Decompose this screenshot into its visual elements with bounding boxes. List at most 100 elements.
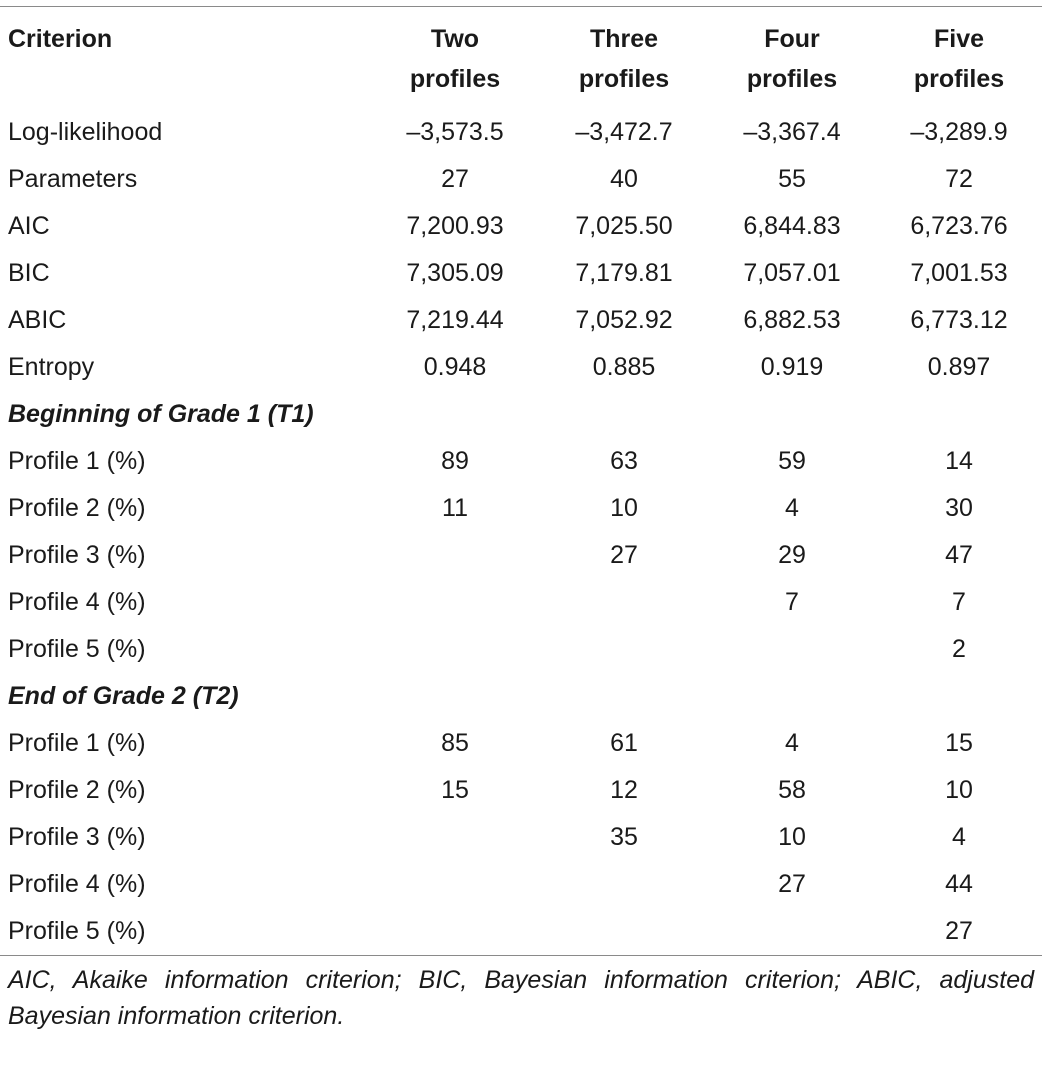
cell-value: 27 — [778, 870, 806, 898]
cell-value: 11 — [442, 494, 468, 522]
section-header-t2: End of Grade 2 (T2) — [0, 673, 1042, 720]
table-row: AIC 7,200.93 7,025.50 6,844.83 6,723.76 — [0, 203, 1042, 250]
cell-value: 7,200.93 — [406, 212, 504, 240]
cell-value: 4 — [952, 823, 966, 851]
cell-value: 6,882.53 — [743, 306, 841, 334]
cell-value: 72 — [945, 165, 973, 193]
cell-value: 27 — [441, 165, 469, 193]
section-title: Beginning of Grade 1 (T1) — [8, 400, 314, 428]
cell-value — [708, 908, 876, 955]
table-row: Parameters 27 40 55 72 — [0, 156, 1042, 203]
cell-value: 55 — [778, 165, 806, 193]
cell-value: 85 — [441, 729, 469, 757]
cell-value: 29 — [778, 541, 806, 569]
cell-value: 6,844.83 — [743, 212, 841, 240]
cell-value: 7,025.50 — [575, 212, 673, 240]
row-label: Profile 5 (%) — [8, 635, 146, 663]
cell-value: –3,367.4 — [743, 118, 841, 146]
row-label: Profile 1 (%) — [8, 729, 146, 757]
row-label: Profile 2 (%) — [8, 776, 146, 804]
cell-value: 59 — [778, 447, 806, 475]
cell-value: 7,305.09 — [406, 259, 504, 287]
cell-value: 89 — [441, 447, 469, 475]
cell-value: 44 — [945, 870, 973, 898]
row-label: Parameters — [8, 165, 138, 193]
cell-value: 27 — [610, 541, 638, 569]
bottom-rule — [0, 955, 1042, 956]
cell-value — [370, 814, 540, 861]
header-five-profiles: Five profiles — [913, 25, 1005, 93]
cell-value: 61 — [610, 729, 638, 757]
cell-value — [708, 626, 876, 673]
cell-value — [540, 861, 708, 908]
cell-value: 2 — [952, 635, 966, 663]
cell-value: 4 — [785, 494, 799, 522]
table-row: Profile 5 (%) 27 — [0, 908, 1042, 955]
row-label: Profile 1 (%) — [8, 447, 146, 475]
cell-value: –3,472.7 — [575, 118, 673, 146]
row-label: Profile 3 (%) — [8, 541, 146, 569]
cell-value: 0.919 — [760, 353, 824, 381]
cell-value: 7,001.53 — [910, 259, 1008, 287]
cell-value: 6,723.76 — [910, 212, 1008, 240]
cell-value: 10 — [610, 494, 638, 522]
cell-value: 0.897 — [927, 353, 991, 381]
section-header-t1: Beginning of Grade 1 (T1) — [0, 391, 1042, 438]
table-row: Profile 2 (%) 15 12 58 10 — [0, 767, 1042, 814]
cell-value: 7,057.01 — [743, 259, 841, 287]
cell-value: 27 — [945, 917, 973, 945]
cell-value: 7 — [785, 588, 799, 616]
cell-value: 10 — [945, 776, 973, 804]
cell-value: 7,219.44 — [406, 306, 504, 334]
row-label: BIC — [8, 259, 50, 287]
cell-value: –3,289.9 — [910, 118, 1008, 146]
header-criterion: Criterion — [8, 25, 113, 53]
cell-value: 10 — [778, 823, 806, 851]
row-label: ABIC — [8, 306, 67, 334]
cell-value: 35 — [610, 823, 638, 851]
row-label: AIC — [8, 212, 50, 240]
fit-statistics-table: Criterion Two profiles Three profiles Fo… — [0, 7, 1042, 955]
row-label: Profile 5 (%) — [8, 917, 146, 945]
row-label: Profile 2 (%) — [8, 494, 146, 522]
cell-value: 14 — [945, 447, 973, 475]
table-row: BIC 7,305.09 7,179.81 7,057.01 7,001.53 — [0, 250, 1042, 297]
cell-value: 12 — [610, 776, 638, 804]
row-label: Profile 4 (%) — [8, 870, 146, 898]
cell-value — [370, 861, 540, 908]
header-three-profiles: Three profiles — [578, 25, 670, 93]
top-rule — [0, 6, 1042, 7]
cell-value — [540, 626, 708, 673]
cell-value: 6,773.12 — [910, 306, 1008, 334]
cell-value: 7,052.92 — [575, 306, 673, 334]
table-row: Profile 3 (%) 35 10 4 — [0, 814, 1042, 861]
cell-value: 7 — [952, 588, 966, 616]
cell-value: 4 — [785, 729, 799, 757]
cell-value — [540, 579, 708, 626]
table-footnote: AIC, Akaike information criterion; BIC, … — [8, 966, 1034, 1030]
cell-value — [370, 579, 540, 626]
cell-value: 15 — [945, 729, 973, 757]
cell-value: 7,179.81 — [575, 259, 673, 287]
table-row: Profile 4 (%) 27 44 — [0, 861, 1042, 908]
cell-value: 0.948 — [423, 353, 487, 381]
table-row: ABIC 7,219.44 7,052.92 6,882.53 6,773.12 — [0, 297, 1042, 344]
table-body: Log-likelihood –3,573.5 –3,472.7 –3,367.4 –3… — [0, 109, 1042, 955]
model-fit-table: Criterion Two profiles Three profiles Fo… — [0, 6, 1042, 1030]
cell-value: 30 — [945, 494, 973, 522]
row-label: Profile 3 (%) — [8, 823, 146, 851]
table-row: Profile 4 (%) 7 7 — [0, 579, 1042, 626]
cell-value — [370, 532, 540, 579]
header-two-profiles: Two profiles — [409, 25, 501, 93]
table-row: Profile 5 (%) 2 — [0, 626, 1042, 673]
row-label: Log-likelihood — [8, 118, 163, 146]
cell-value — [540, 908, 708, 955]
cell-value: 63 — [610, 447, 638, 475]
row-label: Entropy — [8, 353, 95, 381]
section-title: End of Grade 2 (T2) — [8, 682, 239, 710]
header-four-profiles: Four profiles — [746, 25, 838, 93]
table-row: Entropy 0.948 0.885 0.919 0.897 — [0, 344, 1042, 391]
cell-value: 47 — [945, 541, 973, 569]
header-row: Criterion Two profiles Three profiles Fo… — [0, 7, 1042, 109]
cell-value: 58 — [778, 776, 806, 804]
